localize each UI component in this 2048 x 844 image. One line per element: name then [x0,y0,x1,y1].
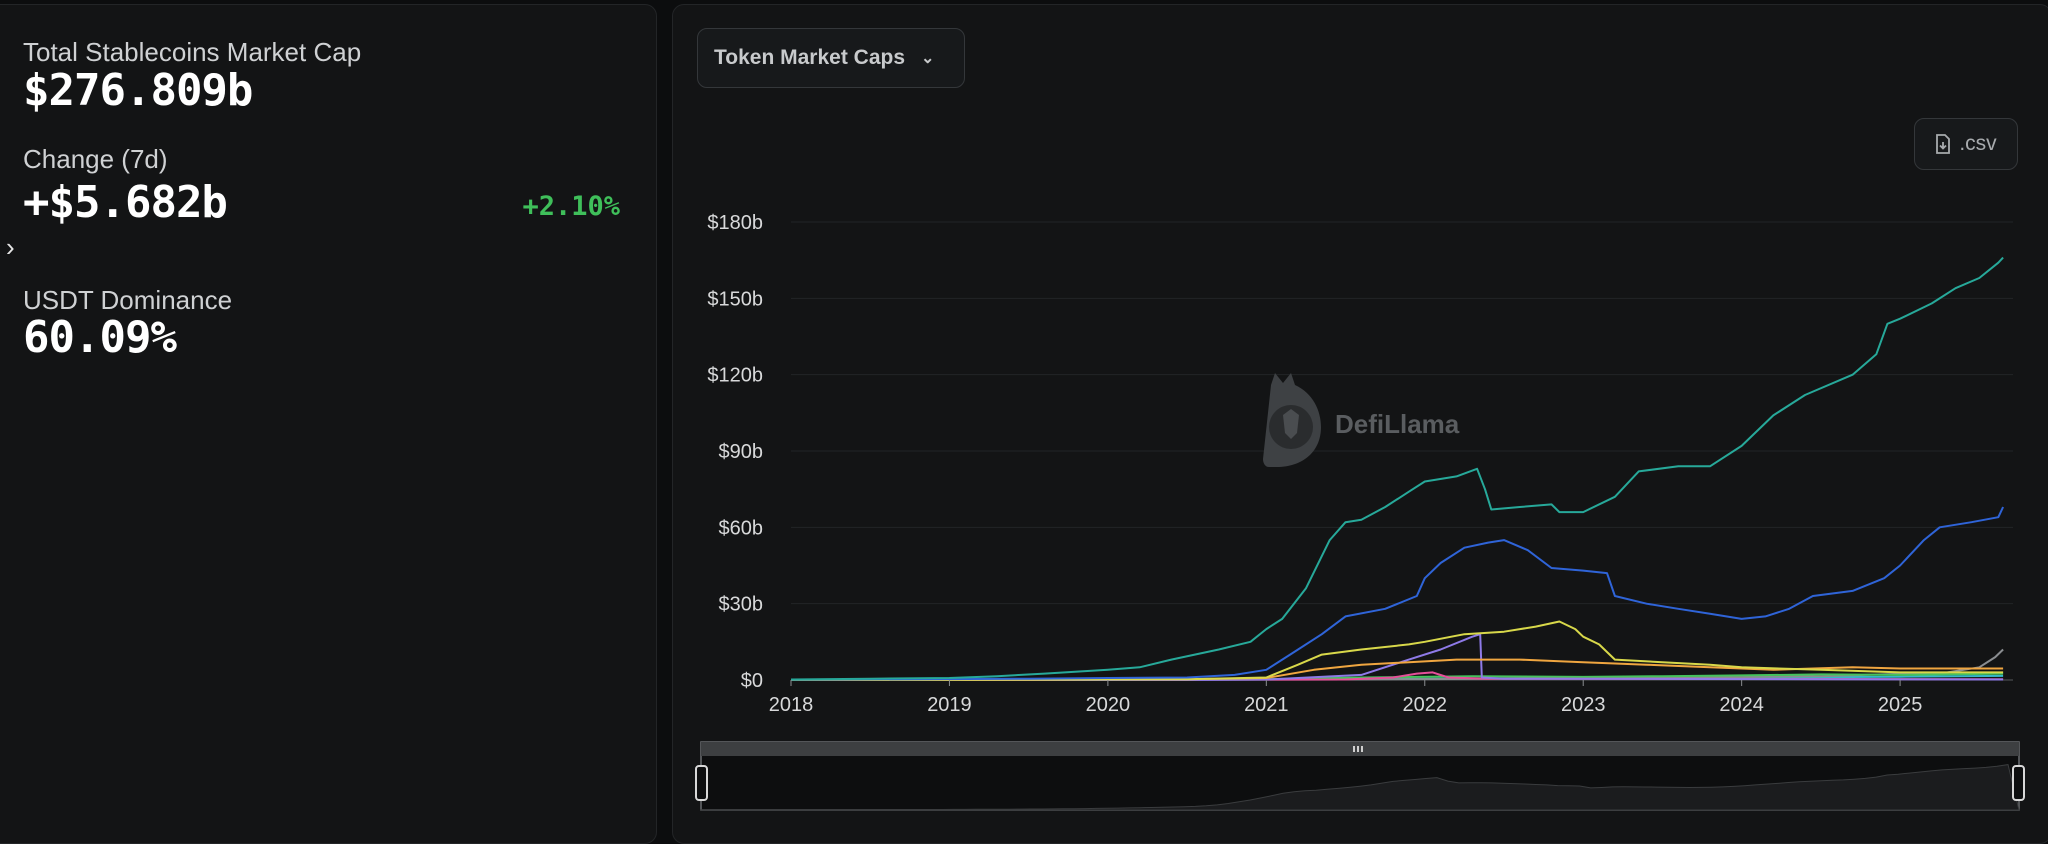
change-7d-value: +$5.682b [23,177,228,228]
dominance-value: 60.09% [23,312,177,363]
y-tick-label: $30b [719,594,764,616]
series-line [790,648,2004,681]
series-line [790,620,2004,681]
series-line [790,506,2005,681]
overview-slider[interactable] [695,741,2025,811]
change-7d-label: Change (7d) [23,144,168,174]
series-line [790,672,2004,681]
x-tick-label: 2018 [769,694,814,716]
overview-right-handle[interactable] [2012,765,2025,801]
total-mcap-value: $276.809b [23,65,253,116]
file-download-icon [1936,134,1951,154]
y-tick-label: $0 [741,670,763,692]
overview-grip-icon[interactable] [1353,746,1363,752]
chevron-down-icon: ⌄ [921,50,935,67]
series-line [791,633,2004,681]
y-axis: $0 $30b $60b $90b $120b $150b $180b [707,212,763,692]
dropdown-label: Token Market Caps [714,46,905,69]
chart-panel: Token Market Caps ⌄ .csv DefiLlama $0 $30… [672,4,2048,844]
series-line [790,256,2004,681]
total-mcap-label: Total Stablecoins Market Cap [23,37,362,67]
overview-area [700,764,2020,811]
y-tick-label: $180b [707,212,763,234]
watermark-text: DefiLlama [1335,409,1460,439]
x-tick-label: 2020 [1086,694,1131,716]
dominance-label: USDT Dominance [23,285,233,315]
y-tick-label: $120b [707,365,763,387]
x-tick-label: 2023 [1561,694,1606,716]
chart-type-dropdown[interactable]: Token Market Caps ⌄ [697,28,965,88]
overview-left-handle[interactable] [695,765,708,801]
change-7d-percent: +2.10% [522,191,620,222]
expand-chevron-icon[interactable]: › [6,232,15,262]
x-tick-label: 2022 [1403,694,1448,716]
x-tick-label: 2021 [1244,694,1289,716]
defillama-watermark: DefiLlama [1263,373,1460,467]
y-tick-label: $90b [719,441,764,463]
y-tick-label: $150b [707,288,763,310]
download-csv-button[interactable]: .csv [1914,118,2018,170]
x-tick-label: 2024 [1719,694,1764,716]
overview-range-bar[interactable] [701,742,2019,756]
summary-panel: Total Stablecoins Market Cap $276.809b C… [0,4,657,844]
grid [791,221,2013,681]
market-cap-chart: DefiLlama $0$30b$60b$90b$120b$150b$180b … [695,212,2025,811]
csv-label: .csv [1959,132,1997,155]
series-line [790,671,2004,681]
series-lines [790,256,2005,681]
x-tick-label: 2019 [927,694,972,716]
x-tick-label: 2025 [1878,694,1923,716]
y-tick-label: $60b [719,517,764,539]
x-axis: 2018 2019 2020 2021 2022 2023 2024 2025 [769,680,1923,716]
